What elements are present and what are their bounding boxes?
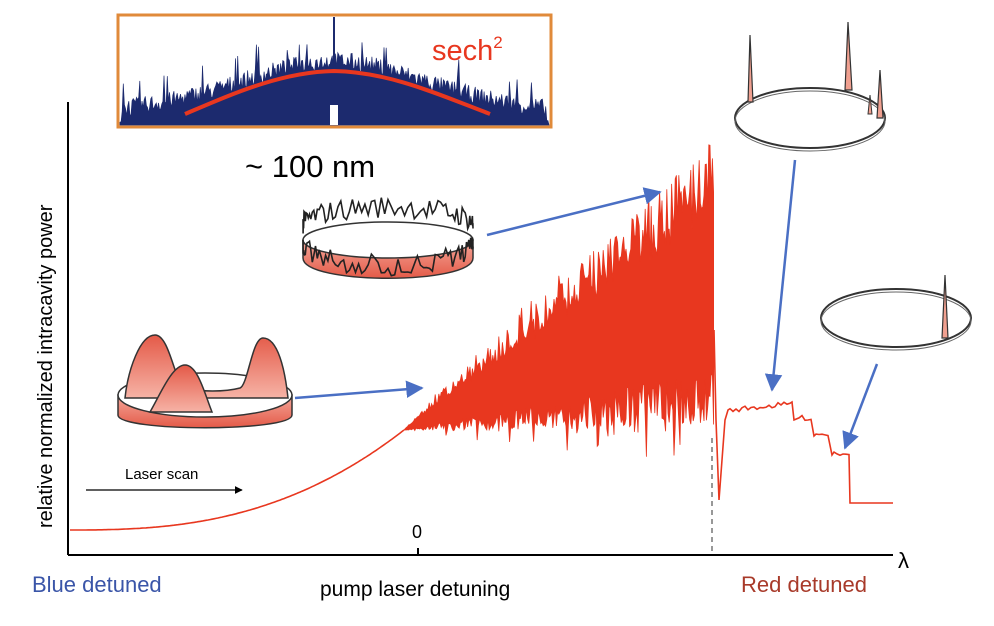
arrow-multi-soliton: [764, 159, 797, 392]
laser-scan-label: Laser scan: [125, 466, 198, 483]
pointer-arrows: [294, 159, 879, 450]
blue-detuned-label: Blue detuned: [32, 572, 162, 597]
ring-chaotic-icon: [302, 197, 474, 279]
trace-soliton-steps: [713, 329, 893, 504]
intracavity-power-trace: [70, 144, 893, 531]
inset-pump-gap: [330, 105, 338, 125]
y-axis-label: relative normalized intracavity power: [35, 204, 57, 528]
laser-scan-indicator: Laser scan: [86, 466, 243, 494]
ring-single-soliton-icon: [820, 274, 972, 351]
x-axis-label: pump laser detuning: [320, 578, 510, 601]
arrow-single-soliton: [842, 363, 879, 450]
zero-tick-label: 0: [412, 522, 422, 542]
ring-multi-soliton-icon: [734, 21, 886, 152]
spectrum-inset: sech2: [116, 13, 553, 129]
arrow-chaotic: [486, 187, 662, 237]
x-axis-end-label: λ: [898, 548, 909, 573]
arrow-turing: [294, 380, 424, 400]
red-detuned-label: Red detuned: [741, 572, 867, 597]
bandwidth-label: ~ 100 nm: [245, 149, 375, 184]
inset-sech2-fit: [184, 68, 491, 116]
trace-smooth-blue-detuned: [70, 429, 405, 531]
trace-chaotic-region: [403, 144, 714, 457]
inset-fit-label: sech2: [432, 33, 503, 67]
ring-turing-pattern-icon: [117, 334, 293, 429]
axes: [67, 102, 893, 556]
